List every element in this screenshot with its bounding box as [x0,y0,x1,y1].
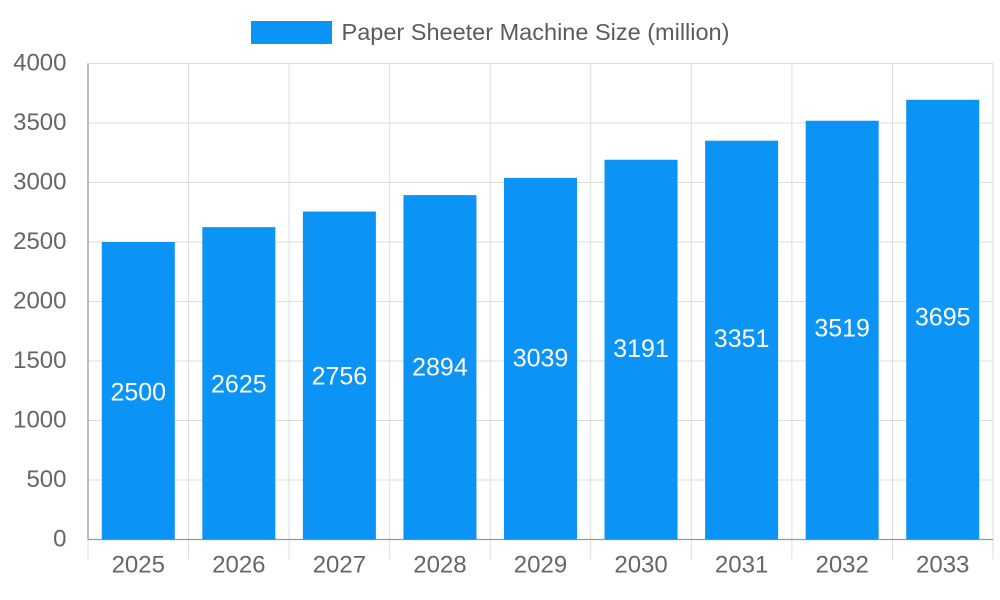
svg-text:3191: 3191 [613,335,669,363]
svg-text:2625: 2625 [211,371,267,399]
svg-text:4000: 4000 [13,50,66,77]
svg-text:2756: 2756 [312,362,368,390]
svg-text:2031: 2031 [715,552,768,579]
svg-text:2894: 2894 [412,354,468,382]
svg-text:2028: 2028 [413,552,466,579]
svg-text:500: 500 [26,466,66,493]
svg-text:3695: 3695 [915,303,971,331]
svg-text:2027: 2027 [313,552,366,579]
svg-text:0: 0 [53,526,66,553]
svg-text:2030: 2030 [614,552,667,579]
svg-text:3039: 3039 [513,345,569,373]
svg-text:1500: 1500 [13,347,66,374]
svg-text:2029: 2029 [514,552,567,579]
svg-text:2500: 2500 [110,378,166,406]
svg-text:2032: 2032 [815,552,868,579]
svg-text:3519: 3519 [814,314,870,342]
svg-text:2000: 2000 [13,288,66,315]
svg-text:2026: 2026 [212,552,265,579]
svg-text:3500: 3500 [13,109,66,136]
svg-text:1000: 1000 [13,407,66,434]
svg-text:3000: 3000 [13,169,66,196]
svg-text:2500: 2500 [13,228,66,255]
svg-text:3351: 3351 [714,325,770,353]
svg-text:2025: 2025 [112,552,165,579]
svg-text:2033: 2033 [916,552,969,579]
